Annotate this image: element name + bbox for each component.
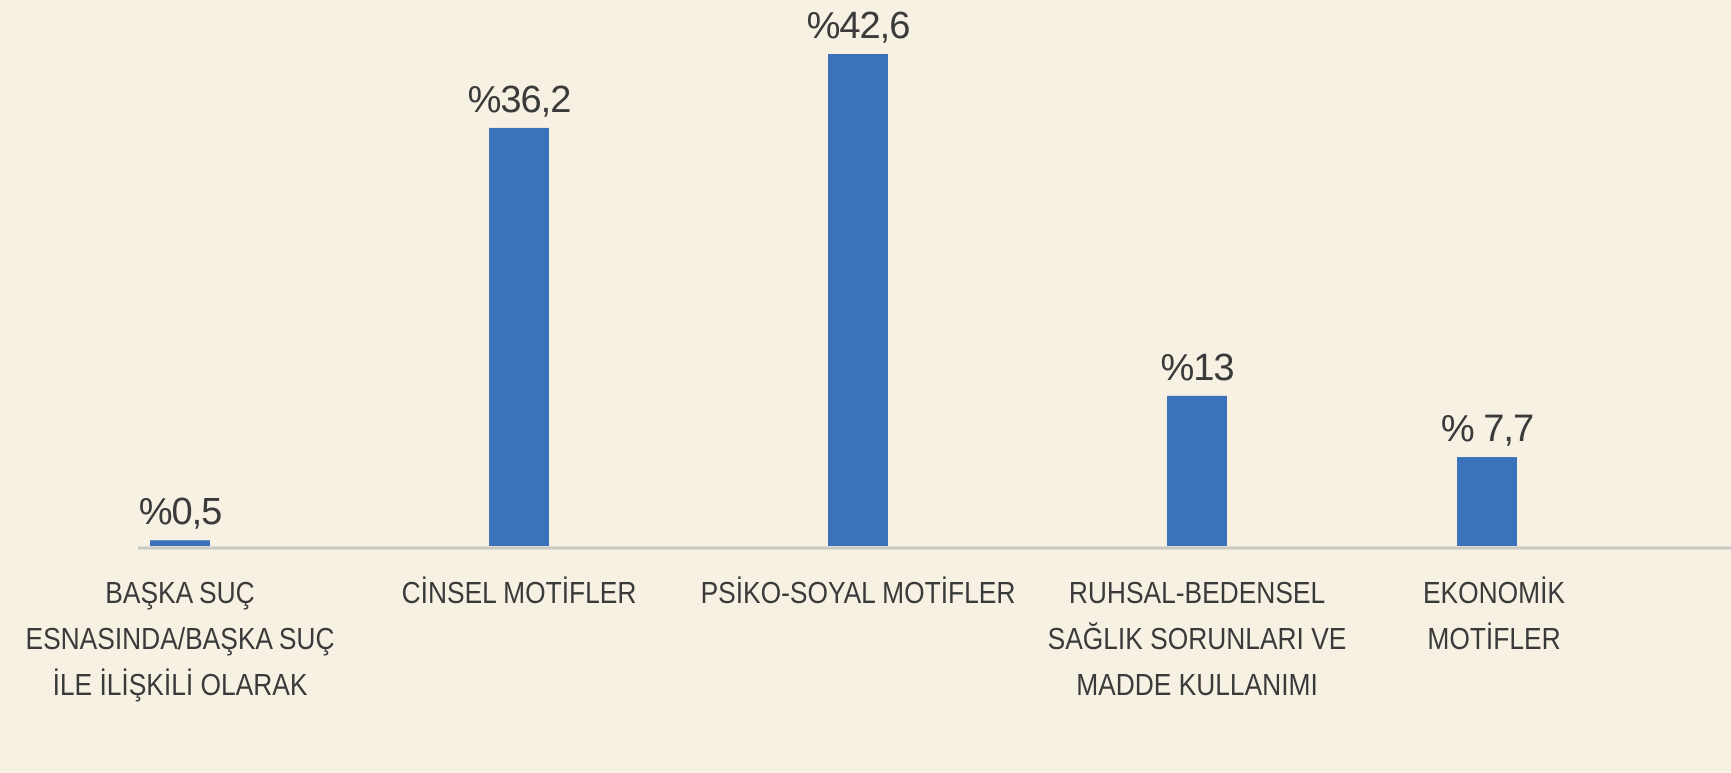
x-tick-label: EKONOMİK MOTİFLER	[1422, 575, 1566, 656]
x-tick-label: CİNSEL MOTİFLER	[401, 575, 637, 610]
x-tick-label: RUHSAL-BEDENSEL SAĞLIK SORUNLARI VE MADD…	[1047, 575, 1347, 702]
value-label: %42,6	[807, 5, 910, 47]
bar	[1167, 395, 1227, 546]
bar	[489, 127, 549, 546]
value-label: %36,2	[468, 79, 571, 121]
x-tick-label: PSİKO-SOYAL MOTİFLER	[700, 575, 1016, 610]
value-label: % 7,7	[1441, 408, 1533, 450]
bar	[1457, 457, 1517, 546]
x-tick-label: BAŞKA SUÇ ESNASINDA/BAŞKA SUÇ İLE İLİŞKİ…	[25, 575, 335, 702]
bar	[828, 54, 888, 546]
bar	[150, 540, 210, 546]
value-label: %13	[1160, 347, 1233, 389]
value-label: %0,5	[139, 491, 222, 533]
